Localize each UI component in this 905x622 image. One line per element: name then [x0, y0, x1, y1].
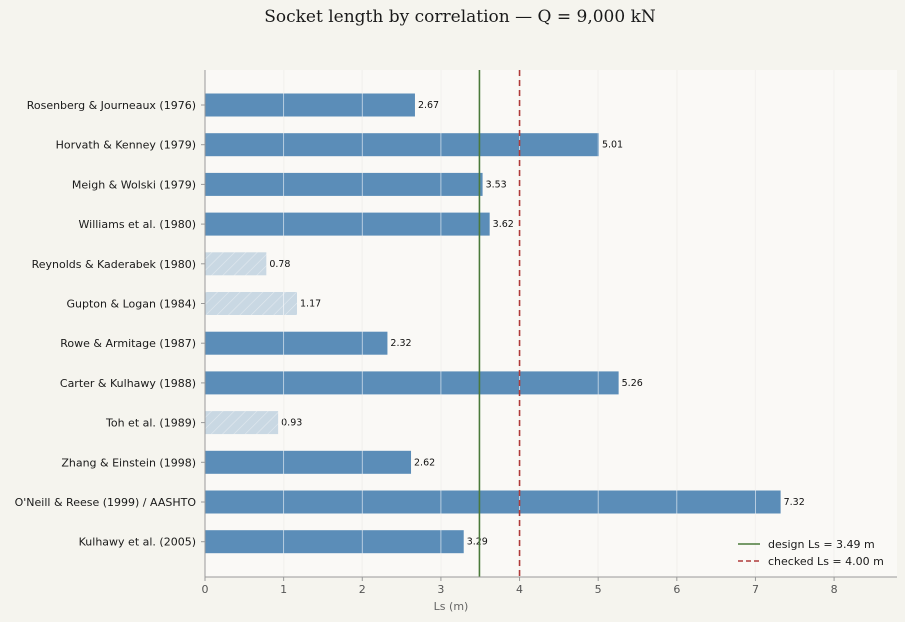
bar: [205, 93, 415, 117]
bar-value-label: 2.62: [414, 457, 435, 468]
y-category-label: Kulhawy et al. (2005): [79, 536, 196, 549]
y-category-label: O'Neill & Reese (1999) / AASHTO: [15, 496, 197, 509]
bar: [205, 371, 619, 395]
y-category-label: Zhang & Einstein (1998): [61, 456, 196, 469]
legend-label: design Ls = 3.49 m: [768, 538, 875, 551]
x-tick-label: 0: [202, 583, 209, 596]
bar: [205, 212, 490, 236]
y-category-label: Rosenberg & Journeaux (1976): [27, 99, 196, 112]
legend-label: checked Ls = 4.00 m: [768, 555, 884, 568]
y-category-label: Carter & Kulhawy (1988): [60, 377, 196, 390]
bar-value-label: 1.17: [300, 299, 321, 310]
bar-value-label: 3.53: [486, 179, 507, 190]
y-category-label: Reynolds & Kaderabek (1980): [32, 258, 196, 271]
bar-muted: [205, 252, 267, 276]
bar-value-label: 2.32: [390, 338, 411, 349]
bar-muted: [205, 411, 279, 435]
y-category-label: Rowe & Armitage (1987): [60, 337, 196, 350]
bar-value-label: 5.26: [622, 378, 643, 389]
x-tick-label: 5: [595, 583, 602, 596]
bar-value-label: 3.29: [467, 537, 488, 548]
bar: [205, 530, 464, 554]
x-tick-label: 4: [516, 583, 523, 596]
bar-value-label: 0.93: [281, 418, 302, 429]
y-category-label: Horvath & Kenney (1979): [56, 139, 196, 152]
bar: [205, 331, 388, 355]
x-tick-label: 7: [752, 583, 759, 596]
y-category-label: Toh et al. (1989): [105, 417, 196, 430]
bar: [205, 490, 781, 514]
x-tick-label: 1: [280, 583, 287, 596]
bar: [205, 172, 483, 196]
y-category-label: Williams et al. (1980): [79, 218, 197, 231]
bar-value-label: 3.62: [493, 219, 514, 230]
x-tick-label: 8: [831, 583, 838, 596]
bar-value-label: 0.78: [269, 259, 290, 270]
y-category-label: Meigh & Wolski (1979): [72, 178, 196, 191]
y-category-label: Gupton & Logan (1984): [67, 298, 197, 311]
bar-value-label: 2.67: [418, 100, 439, 111]
bar-value-label: 5.01: [602, 140, 623, 151]
bar: [205, 450, 412, 474]
x-tick-label: 2: [359, 583, 366, 596]
x-tick-label: 6: [673, 583, 680, 596]
chart-title: Socket length by correlation — Q = 9,000…: [264, 7, 656, 27]
bar-value-label: 7.32: [784, 497, 805, 508]
bar: [205, 133, 599, 157]
x-tick-label: 3: [437, 583, 444, 596]
bar-muted: [205, 292, 298, 315]
x-axis-label: Ls (m): [434, 600, 469, 613]
